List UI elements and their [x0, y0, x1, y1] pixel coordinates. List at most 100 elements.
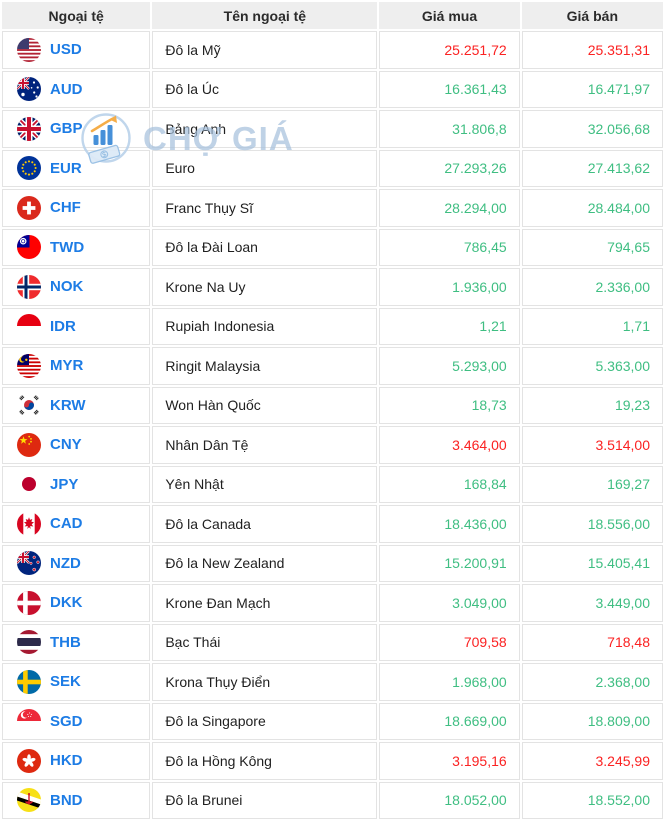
currency-code-link[interactable]: THB — [50, 633, 81, 651]
sell-price: 794,65 — [521, 228, 663, 266]
currency-code-link[interactable]: EUR — [50, 159, 82, 177]
currency-code-cell: CHF — [2, 189, 151, 227]
currency-code-link[interactable]: AUD — [50, 80, 83, 98]
sgd-flag-icon — [17, 709, 41, 734]
currency-code-cell: SGD — [2, 702, 151, 740]
currency-code-link[interactable]: CAD — [50, 515, 83, 533]
currency-row-bnd: BND Đô la Brunei 18.052,00 18.552,00 — [2, 781, 663, 819]
currency-code-link[interactable]: CNY — [50, 436, 82, 454]
currency-name: Đô la Singapore — [152, 702, 378, 740]
idr-flag-icon — [17, 314, 41, 339]
currency-name: Rupiah Indonesia — [152, 307, 378, 345]
header-sell-price: Giá bán — [521, 2, 663, 29]
currency-code-link[interactable]: IDR — [50, 317, 76, 335]
header-buy-price: Giá mua — [379, 2, 520, 29]
currency-code-link[interactable]: MYR — [50, 357, 84, 375]
nzd-flag-icon — [17, 551, 41, 576]
currency-code-cell: CNY — [2, 426, 151, 464]
currency-name: Yên Nhật — [152, 465, 378, 503]
currency-row-jpy: JPY Yên Nhật 168,84 169,27 — [2, 465, 663, 503]
currency-code-link[interactable]: BND — [50, 791, 83, 809]
currency-row-krw: KRW Won Hàn Quốc 18,73 19,23 — [2, 386, 663, 424]
buy-price: 18.436,00 — [379, 505, 520, 543]
buy-price: 27.293,26 — [379, 149, 520, 187]
currency-code-cell: EUR — [2, 149, 151, 187]
currency-code-cell: USD — [2, 31, 151, 69]
currency-code-link[interactable]: SGD — [50, 712, 83, 730]
cny-flag-icon — [17, 432, 41, 457]
sell-price: 18.809,00 — [521, 702, 663, 740]
sell-price: 5.363,00 — [521, 347, 663, 385]
currency-code-link[interactable]: NOK — [50, 278, 84, 296]
currency-code-link[interactable]: DKK — [50, 594, 83, 612]
currency-code-link[interactable]: KRW — [50, 396, 86, 414]
sell-price: 18.552,00 — [521, 781, 663, 819]
currency-row-twd: TWD Đô la Đài Loan 786,45 794,65 — [2, 228, 663, 266]
currency-row-nzd: NZD Đô la New Zealand 15.200,91 15.405,41 — [2, 544, 663, 582]
buy-price: 25.251,72 — [379, 31, 520, 69]
currency-code-link[interactable]: HKD — [50, 752, 83, 770]
buy-price: 18.052,00 — [379, 781, 520, 819]
currency-code-link[interactable]: CHF — [50, 199, 81, 217]
sell-price: 3.514,00 — [521, 426, 663, 464]
currency-code-link[interactable]: TWD — [50, 238, 85, 256]
buy-price: 31.806,8 — [379, 110, 520, 148]
currency-name: Nhân Dân Tệ — [152, 426, 378, 464]
buy-price: 1,21 — [379, 307, 520, 345]
buy-price: 709,58 — [379, 623, 520, 661]
currency-code-cell: GBP — [2, 110, 151, 148]
currency-name: Đô la New Zealand — [152, 544, 378, 582]
currency-code-cell: AUD — [2, 70, 151, 108]
currency-name: Krone Na Uy — [152, 268, 378, 306]
cad-flag-icon — [17, 511, 41, 536]
currency-code-link[interactable]: JPY — [50, 475, 79, 493]
buy-price: 1.936,00 — [379, 268, 520, 306]
currency-name: Bảng Anh — [152, 110, 378, 148]
sell-price: 1,71 — [521, 307, 663, 345]
buy-price: 3.049,00 — [379, 584, 520, 622]
buy-price: 18.669,00 — [379, 702, 520, 740]
currency-code-cell: CAD — [2, 505, 151, 543]
currency-row-idr: IDR Rupiah Indonesia 1,21 1,71 — [2, 307, 663, 345]
currency-code-link[interactable]: USD — [50, 41, 82, 59]
sell-price: 718,48 — [521, 623, 663, 661]
currency-row-usd: USD Đô la Mỹ 25.251,72 25.351,31 — [2, 31, 663, 69]
currency-code-cell: IDR — [2, 307, 151, 345]
sell-price: 28.484,00 — [521, 189, 663, 227]
currency-name: Đô la Úc — [152, 70, 378, 108]
gbp-flag-icon — [17, 116, 41, 141]
chf-flag-icon — [17, 195, 41, 220]
nok-flag-icon — [17, 274, 41, 299]
currency-code-link[interactable]: GBP — [50, 120, 83, 138]
currency-row-cad: CAD Đô la Canada 18.436,00 18.556,00 — [2, 505, 663, 543]
buy-price: 1.968,00 — [379, 663, 520, 701]
currency-row-hkd: HKD Đô la Hồng Kông 3.195,16 3.245,99 — [2, 742, 663, 780]
sell-price: 16.471,97 — [521, 70, 663, 108]
currency-code-cell: SEK — [2, 663, 151, 701]
currency-name: Ringit Malaysia — [152, 347, 378, 385]
currency-name: Đô la Mỹ — [152, 31, 378, 69]
currency-code-cell: KRW — [2, 386, 151, 424]
currency-name: Bạc Thái — [152, 623, 378, 661]
header-currency-name: Tên ngoại tệ — [152, 2, 378, 29]
currency-name: Krona Thụy Điển — [152, 663, 378, 701]
currency-code-cell: NZD — [2, 544, 151, 582]
currency-code-cell: NOK — [2, 268, 151, 306]
buy-price: 15.200,91 — [379, 544, 520, 582]
currency-name: Franc Thụy Sĩ — [152, 189, 378, 227]
buy-price: 786,45 — [379, 228, 520, 266]
sell-price: 2.336,00 — [521, 268, 663, 306]
sell-price: 27.413,62 — [521, 149, 663, 187]
currency-name: Đô la Đài Loan — [152, 228, 378, 266]
buy-price: 3.195,16 — [379, 742, 520, 780]
usd-flag-icon — [17, 37, 41, 62]
currency-code-cell: JPY — [2, 465, 151, 503]
header-currency-code: Ngoại tệ — [2, 2, 151, 29]
jpy-flag-icon — [17, 472, 41, 497]
currency-name: Won Hàn Quốc — [152, 386, 378, 424]
currency-code-link[interactable]: SEK — [50, 673, 81, 691]
currency-code-link[interactable]: NZD — [50, 554, 81, 572]
currency-row-eur: EUR Euro 27.293,26 27.413,62 — [2, 149, 663, 187]
